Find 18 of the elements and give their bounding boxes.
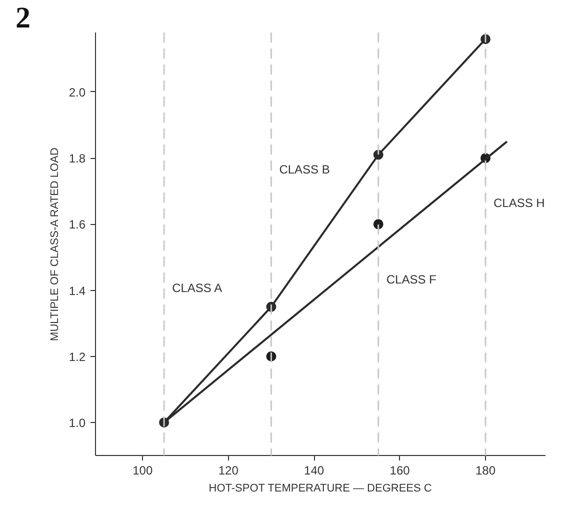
x-tick-label: 140 [304,464,324,478]
y-tick-label: 1.8 [68,152,86,166]
ref-line-label: CLASS B [279,162,330,176]
x-tick-label: 120 [218,464,239,478]
y-tick-label: 2.0 [68,85,86,100]
ref-line-label: CLASS A [172,280,222,295]
x-tick-label: 160 [390,464,410,478]
x-tick-label: 180 [475,464,496,478]
y-axis-title: MULTIPLE OF CLASS-A RATED LOAD [48,148,61,341]
y-tick-label: 1.6 [68,218,86,232]
y-tick-label: 1.0 [68,416,86,430]
ref-line-label: CLASS F [386,272,436,286]
y-tick-label: 1.2 [68,350,86,364]
y-tick-label: 1.4 [68,284,86,298]
text: 2 [16,2,30,34]
x-axis-title: HOT-SPOT TEMPERATURE — DEGREES C [208,482,432,494]
x-tick-label: 100 [132,464,153,478]
ref-line-label: CLASS H [494,196,545,210]
